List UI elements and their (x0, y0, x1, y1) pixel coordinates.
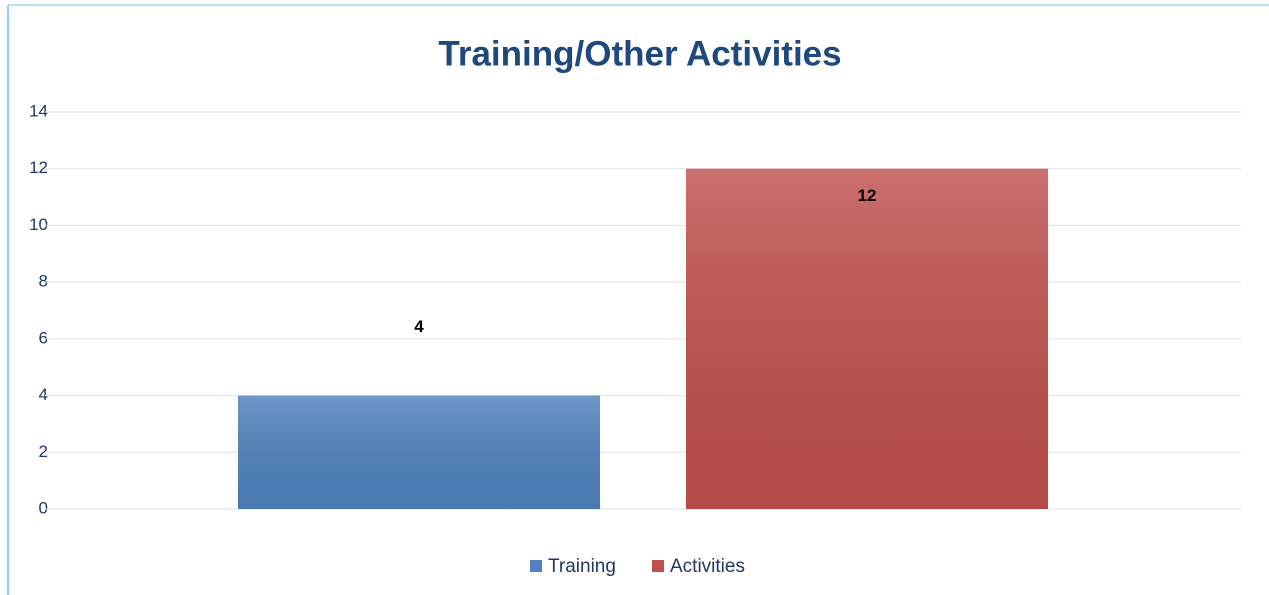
data-label: 12 (858, 186, 877, 205)
y-tick-label: 4 (39, 385, 48, 404)
legend-label: Activities (670, 556, 745, 577)
bar-shine (238, 395, 600, 509)
y-tick-label: 0 (39, 498, 48, 517)
data-label: 4 (414, 317, 424, 336)
legend-swatch (652, 560, 664, 572)
y-tick-label: 12 (29, 158, 48, 177)
y-tick-label: 6 (39, 328, 48, 347)
y-tick-label: 2 (39, 442, 48, 461)
y-tick-label: 8 (39, 272, 48, 291)
y-tick-label: 10 (29, 215, 48, 234)
y-tick-label: 14 (29, 101, 48, 120)
bar-shine (686, 168, 1048, 509)
chart-title: Training/Other Activities (438, 34, 841, 73)
legend-label: Training (548, 556, 616, 577)
legend-swatch (530, 560, 542, 572)
